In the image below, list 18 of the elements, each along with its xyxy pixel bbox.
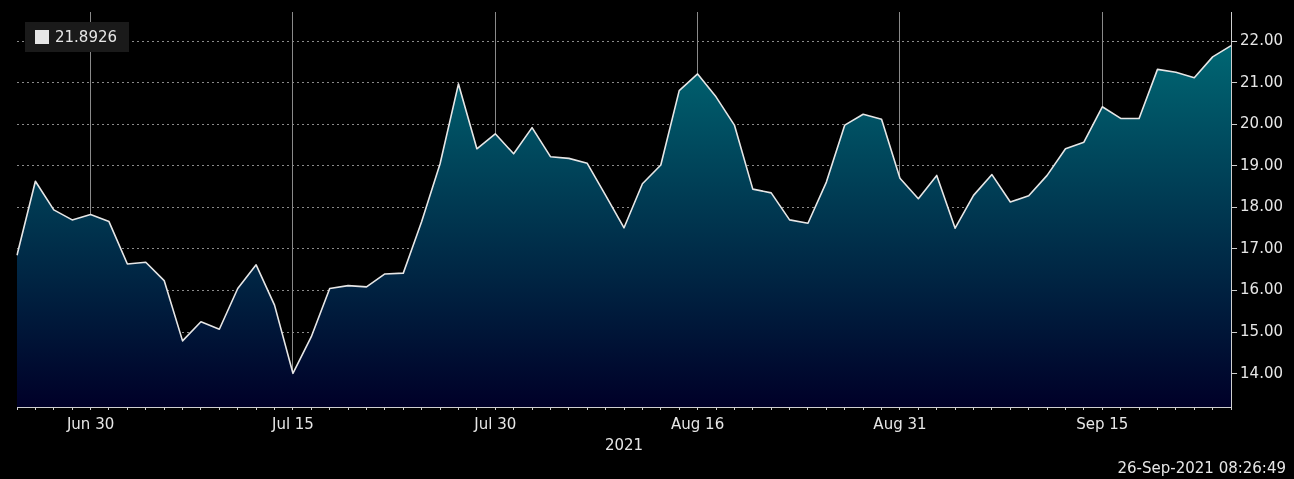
x-tick-label: Jul 30 xyxy=(473,414,517,433)
y-tick-label: 16.00 xyxy=(1240,280,1284,299)
x-axis-title: 2021 xyxy=(604,435,644,454)
legend-label: 21.8926 xyxy=(55,27,118,46)
y-tick-label: 17.00 xyxy=(1240,238,1284,257)
text: 26-Sep-2021 08:26:49 xyxy=(1117,459,1286,478)
x-tick-label: Jun 30 xyxy=(65,414,115,433)
y-tick-label: 14.00 xyxy=(1240,363,1284,382)
x-tick-label: Jul 15 xyxy=(270,414,314,433)
y-tick-label: 15.00 xyxy=(1240,322,1284,341)
y-tick-label: 18.00 xyxy=(1240,197,1284,216)
y-tick-label: 20.00 xyxy=(1240,114,1284,133)
y-tick-label: 22.00 xyxy=(1240,31,1284,49)
x-tick-label: Aug 16 xyxy=(671,414,725,433)
x-tick-label: Sep 15 xyxy=(1076,414,1129,433)
y-tick-label: 21.00 xyxy=(1240,72,1284,91)
y-tick-label: 19.00 xyxy=(1240,155,1284,174)
x-tick-label: Aug 31 xyxy=(873,414,927,433)
